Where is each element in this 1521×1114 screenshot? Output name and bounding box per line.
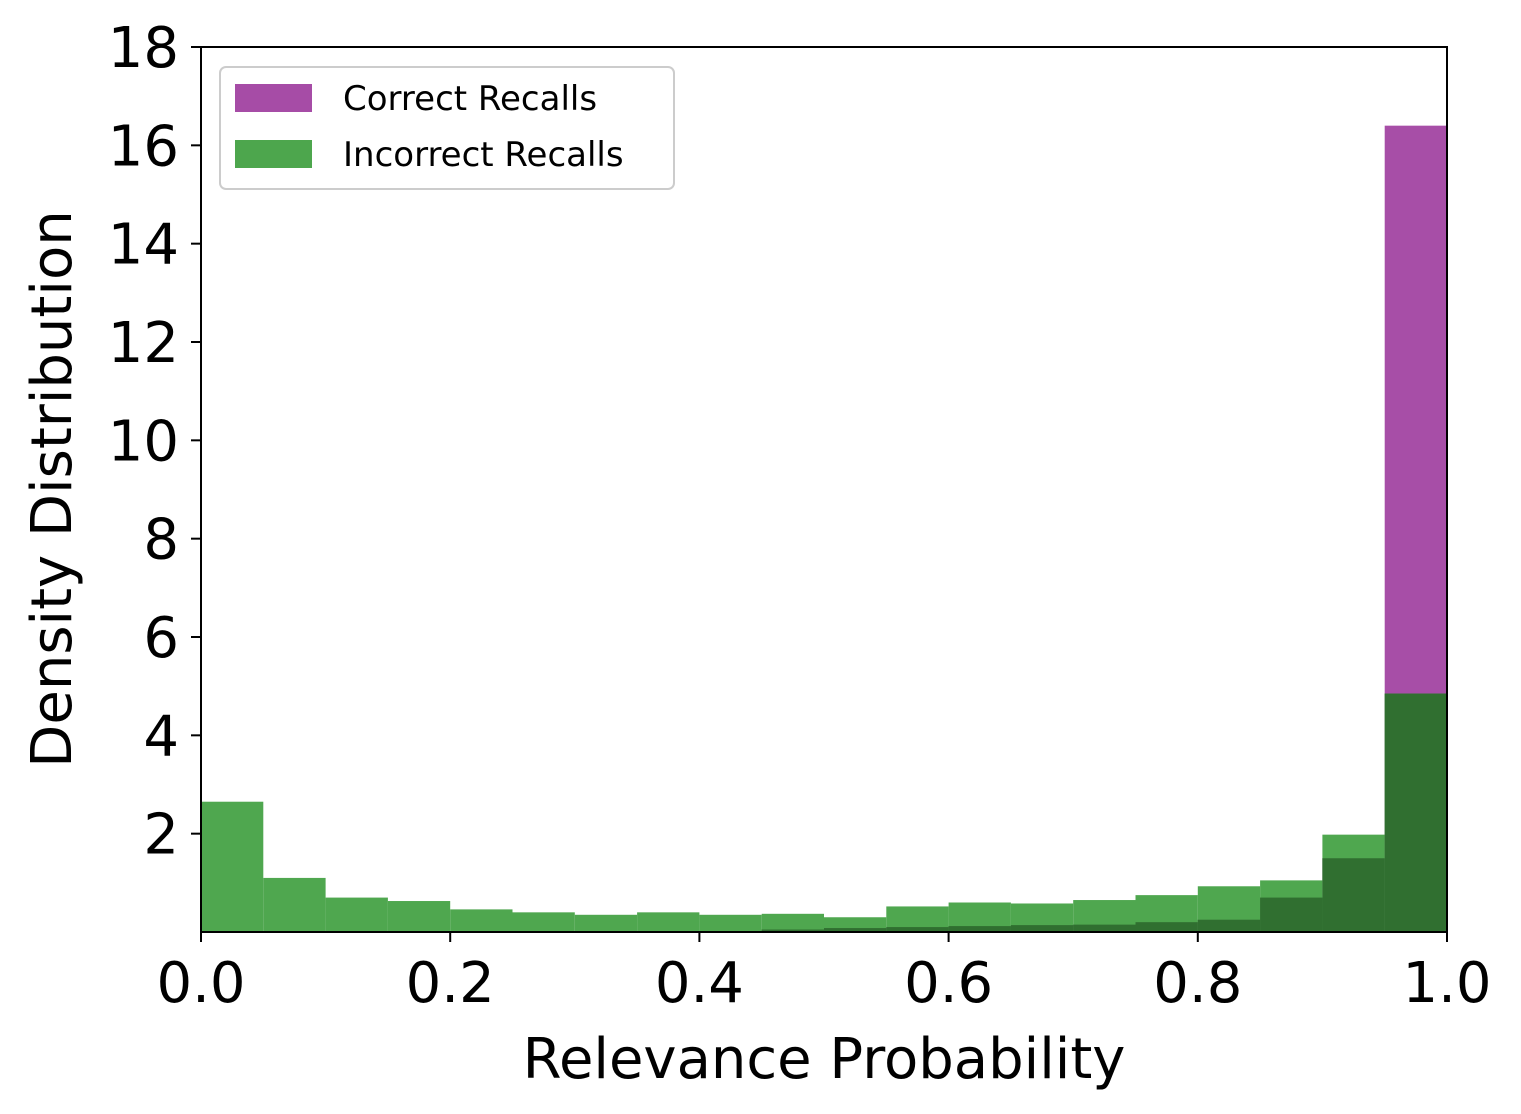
y-tick-label: 10 [108, 409, 179, 474]
overlap-bar-15 [1135, 922, 1198, 932]
y-tick-label: 4 [143, 704, 179, 769]
overlap-bar-17 [1260, 897, 1323, 932]
x-tick-label: 1.0 [1402, 951, 1491, 1016]
x-tick-label: 0.0 [156, 951, 245, 1016]
y-tick-label: 12 [108, 311, 179, 376]
y-tick-label: 6 [143, 606, 179, 671]
overlap-bar-14 [1073, 924, 1136, 932]
overlap-bar-13 [1010, 925, 1074, 932]
incorrect-bar-9 [761, 913, 824, 932]
x-tick-label: 0.6 [904, 951, 993, 1016]
incorrect-bar-5 [512, 912, 575, 932]
legend-label: Incorrect Recalls [343, 135, 624, 175]
incorrect-bar-6 [574, 914, 638, 932]
x-tick-label: 0.2 [406, 951, 495, 1016]
incorrect-bar-4 [450, 909, 513, 932]
x-tick-label: 0.4 [655, 951, 744, 1016]
overlap-bar-9 [761, 929, 824, 932]
overlap-bar-12 [948, 926, 1011, 932]
overlap-bar-10 [824, 928, 887, 932]
legend-label: Correct Recalls [343, 79, 597, 119]
y-tick-label: 8 [143, 508, 179, 573]
overlap-bar-11 [886, 927, 949, 932]
y-tick-label: 16 [108, 114, 179, 179]
x-tick-label: 0.8 [1153, 951, 1242, 1016]
y-tick-label: 2 [143, 803, 179, 868]
incorrect-bar-2 [325, 897, 388, 932]
plot-frame [200, 46, 1448, 933]
bars-layer [201, 125, 1447, 932]
incorrect-bar-1 [263, 877, 326, 932]
legend-frame [219, 66, 675, 190]
legend: Correct Recalls Incorrect Recalls [219, 66, 675, 190]
incorrect-bar-0 [201, 801, 264, 932]
overlap-bar-16 [1197, 919, 1261, 932]
overlap-bar-18 [1322, 858, 1385, 932]
y-tick-label: 18 [108, 16, 179, 81]
incorrect-bar-8 [699, 914, 762, 932]
incorrect-bar-3 [387, 901, 451, 932]
y-tick-label: 14 [108, 213, 179, 278]
x-axis-label: Relevance Probability [523, 1027, 1126, 1092]
overlap-bar-19 [1384, 693, 1447, 932]
y-axis-label: Density Distribution [20, 210, 85, 767]
legend-swatch [235, 84, 312, 112]
incorrect-bar-7 [637, 912, 700, 932]
legend-swatch [235, 140, 312, 168]
ticks-layer: 0.0 0.2 0.4 0.6 0.8 1.0 2 4 6 8 10 12 14 16 18 [108, 16, 1492, 1016]
